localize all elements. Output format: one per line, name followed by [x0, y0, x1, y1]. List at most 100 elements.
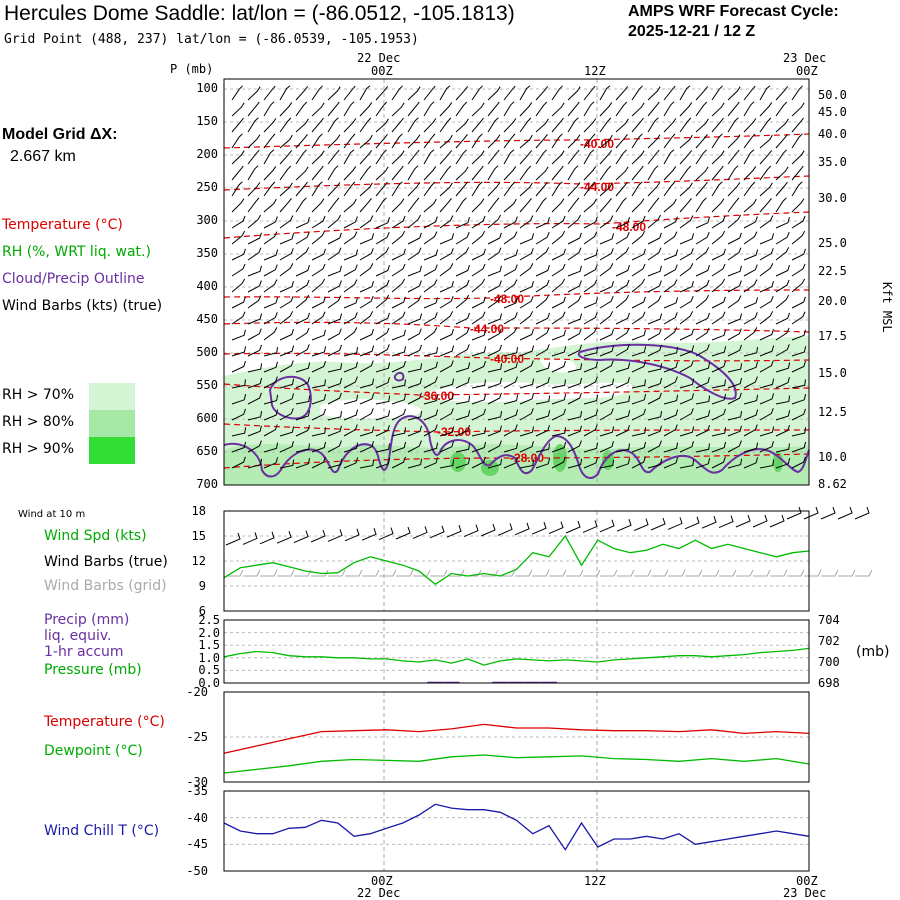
- wind-barb: [423, 376, 438, 389]
- wind-barb: [423, 297, 439, 309]
- wind-barb: [471, 427, 487, 437]
- wind-barb: [327, 295, 342, 309]
- wind-barb: [599, 233, 615, 245]
- wind-barb: [247, 425, 262, 437]
- wind-barb: [503, 85, 516, 101]
- wind-barb: [695, 181, 708, 197]
- wind-barb-grid: [821, 569, 839, 577]
- wind-barb: [599, 311, 614, 325]
- wind-barb: [551, 215, 566, 229]
- wind-barb-grid: [702, 569, 720, 577]
- wind-barb: [423, 181, 436, 197]
- temp-contour: [223, 321, 810, 333]
- wind-barb: [791, 393, 807, 405]
- wind-barb: [247, 247, 262, 261]
- wind-barb: [567, 313, 583, 325]
- wind-barb: [391, 393, 407, 405]
- wind-barb: [679, 233, 695, 245]
- wind-barb: [663, 101, 675, 117]
- wind-barb: [423, 457, 439, 469]
- temperature-panel-frame: [223, 691, 810, 783]
- pressure-tick: 150: [196, 114, 218, 128]
- wind-barb: [295, 133, 308, 149]
- wind-barb: [567, 247, 582, 261]
- wind-barb: [375, 101, 388, 117]
- wind-barb: [711, 379, 726, 389]
- wind-barb: [247, 86, 261, 101]
- wind-barb-true: [344, 528, 360, 542]
- wind-barb: [631, 427, 647, 437]
- wind-barb: [231, 198, 245, 213]
- wind-barb: [311, 85, 323, 101]
- wind-barb: [295, 217, 310, 229]
- wind-barb: [583, 394, 599, 405]
- bottom-date-1: 22 Dec: [357, 886, 401, 900]
- wind-barb: [551, 263, 566, 277]
- wind-barb: [535, 217, 550, 229]
- wind-barb: [455, 279, 470, 293]
- wind-barb: [503, 361, 518, 373]
- page-title: Hercules Dome Saddle: lat/lon = (-86.051…: [4, 2, 515, 25]
- wind-barb: [279, 102, 293, 117]
- wind-barb: [455, 232, 470, 245]
- temp-contour: [223, 289, 810, 300]
- wind-barb: [599, 150, 613, 165]
- wind-barb: [279, 281, 294, 293]
- wind-barb: [375, 395, 391, 405]
- wind-barb: [775, 232, 790, 245]
- wind-barb: [519, 459, 535, 469]
- wind-barb-true: [735, 514, 751, 528]
- wind-barb: [391, 198, 405, 213]
- wind-barb: [375, 247, 390, 261]
- windchill-tick: -40: [186, 810, 208, 825]
- wind-barb: [551, 133, 563, 149]
- wind-barb: [471, 117, 484, 133]
- wind-barb: [327, 182, 341, 197]
- wind-barb: [471, 456, 486, 469]
- wind-barb-grid: [566, 569, 584, 577]
- wind-barb: [359, 197, 372, 213]
- wind-barb: [247, 458, 263, 469]
- wind-barb: [263, 376, 278, 389]
- wind-barb: [343, 264, 358, 277]
- precip-bar: [541, 681, 557, 683]
- wind-barb: [519, 248, 534, 261]
- wind-barb: [775, 395, 791, 405]
- windchill-panel: [223, 790, 810, 872]
- wind-barb: [391, 85, 403, 101]
- wind-barb: [503, 424, 518, 437]
- bottom-hour-3: 00Z: [796, 874, 818, 888]
- wind-barb: [775, 118, 789, 133]
- wind-barb: [743, 181, 756, 197]
- wind-barb: [487, 101, 500, 117]
- wind-barb: [647, 458, 663, 469]
- wind-barb: [295, 279, 310, 293]
- wind-barb: [775, 264, 790, 277]
- wind-barb: [615, 197, 627, 213]
- wind-barb: [327, 313, 343, 325]
- wind-barb: [375, 232, 390, 245]
- wind-barb: [647, 197, 660, 213]
- wind-barb: [647, 182, 661, 197]
- wind-barb: [263, 264, 278, 277]
- wind-barb: [759, 102, 773, 117]
- wind-barb-grid: [583, 569, 601, 577]
- wind-barb: [647, 328, 662, 341]
- wind-barb: [279, 233, 295, 245]
- wind-barb: [311, 263, 326, 277]
- wind-barb: [359, 182, 373, 197]
- wind-barb: [503, 101, 515, 117]
- wind-barb: [615, 279, 630, 293]
- wind-barb: [615, 362, 631, 373]
- wind-barb: [663, 409, 679, 421]
- top-hour-3: 00Z: [796, 64, 818, 78]
- wind-barb: [263, 149, 275, 165]
- wind-barb: [279, 378, 295, 389]
- wind-barb: [599, 459, 615, 469]
- wind-barb: [679, 134, 693, 149]
- legend-dewpoint: Dewpoint (°C): [44, 743, 143, 759]
- legend-rh: RH (%, WRT liq. wat.): [2, 244, 151, 260]
- cloud-outline: [577, 343, 737, 400]
- wind-barb: [743, 297, 759, 309]
- wind-barb: [535, 424, 550, 437]
